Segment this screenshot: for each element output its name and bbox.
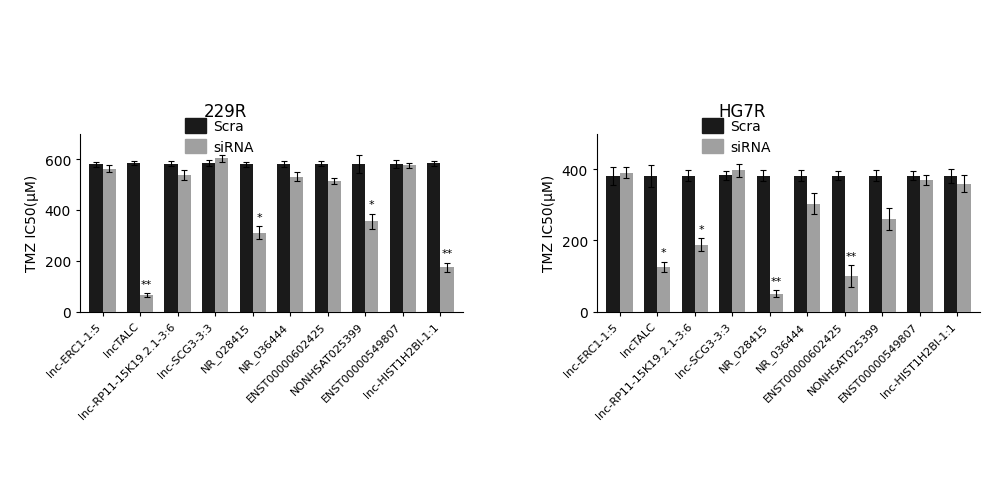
Text: *: * xyxy=(698,225,704,234)
Bar xyxy=(140,296,153,312)
Bar xyxy=(657,268,670,312)
Text: **: ** xyxy=(441,249,453,259)
Bar xyxy=(103,169,116,312)
Bar xyxy=(807,204,820,312)
Bar xyxy=(328,181,341,312)
Bar xyxy=(403,166,416,312)
Bar xyxy=(240,165,253,312)
Text: *: * xyxy=(661,248,666,258)
Bar xyxy=(253,233,266,312)
Bar xyxy=(944,176,957,312)
Bar xyxy=(620,173,633,312)
Bar xyxy=(215,159,228,312)
Legend: Scra, siRNA: Scra, siRNA xyxy=(700,117,774,157)
Bar xyxy=(719,176,732,312)
Bar xyxy=(832,176,845,312)
Y-axis label: TMZ IC50(μM): TMZ IC50(μM) xyxy=(25,175,39,272)
Bar xyxy=(290,178,303,312)
Text: *: * xyxy=(256,213,262,223)
Bar xyxy=(845,276,858,312)
Text: *: * xyxy=(369,200,375,210)
Bar xyxy=(957,184,971,312)
Bar xyxy=(920,180,933,312)
Bar xyxy=(682,176,695,312)
Text: **: ** xyxy=(771,276,782,286)
Legend: Scra, siRNA: Scra, siRNA xyxy=(183,117,257,157)
Bar xyxy=(352,164,365,312)
Y-axis label: TMZ IC50(μM): TMZ IC50(μM) xyxy=(542,175,556,272)
Bar xyxy=(89,165,103,312)
Bar xyxy=(164,164,178,312)
Bar xyxy=(794,176,807,312)
Bar xyxy=(427,164,440,312)
Bar xyxy=(732,171,745,312)
Text: **: ** xyxy=(141,279,152,289)
Bar xyxy=(907,176,920,312)
Bar xyxy=(882,220,896,312)
Text: HG7R: HG7R xyxy=(719,102,766,120)
Bar xyxy=(202,164,215,312)
Bar xyxy=(440,268,454,312)
Bar xyxy=(695,245,708,312)
Bar xyxy=(869,176,882,312)
Bar xyxy=(770,294,783,312)
Bar xyxy=(390,165,403,312)
Bar xyxy=(757,176,770,312)
Text: 229R: 229R xyxy=(204,102,247,120)
Bar xyxy=(127,164,140,312)
Text: **: ** xyxy=(846,252,857,262)
Bar xyxy=(606,176,620,312)
Bar xyxy=(178,176,191,312)
Bar xyxy=(644,177,657,312)
Bar xyxy=(365,222,378,312)
Bar xyxy=(277,165,290,312)
Bar xyxy=(315,164,328,312)
